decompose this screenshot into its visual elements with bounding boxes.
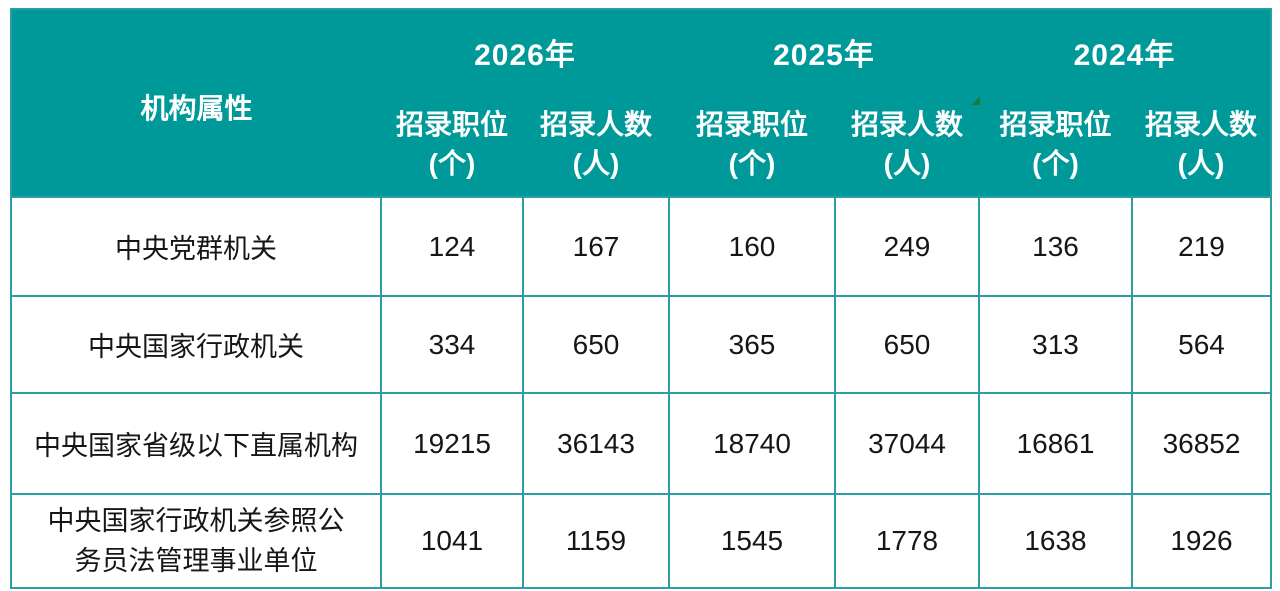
table-cell: 167 <box>522 196 670 297</box>
subheader-2026-positions: 招录职位 (个) <box>381 93 523 197</box>
table-cell: 36143 <box>522 392 670 495</box>
subheader-2026-headcount: 招录人数 (人) <box>523 93 669 197</box>
table-cell: 334 <box>380 295 524 394</box>
subheader-unit: (个) <box>428 147 476 179</box>
subheader-unit: (个) <box>1032 147 1079 179</box>
table-row: 中央国家行政机关参照公务员法管理事业单位 1041 1159 1545 1778… <box>10 493 1272 589</box>
subheader-2025-headcount: 招录人数 (人) <box>835 93 979 197</box>
row-label: 中央国家行政机关 <box>10 295 382 394</box>
stray-green-mark <box>971 97 980 105</box>
subheader-unit: (个) <box>728 147 776 179</box>
row-label: 中央国家行政机关参照公务员法管理事业单位 <box>10 493 382 589</box>
year-header-2025: 2025年 <box>669 9 979 93</box>
table-cell: 37044 <box>834 392 980 495</box>
table-cell: 160 <box>668 196 836 297</box>
subheader-label: 招录人数 <box>850 108 963 140</box>
row-label: 中央国家省级以下直属机构 <box>10 392 382 495</box>
table-cell: 1159 <box>522 493 670 589</box>
subheader-label: 招录职位 <box>695 108 808 140</box>
table-cell: 650 <box>834 295 980 394</box>
table-cell: 1926 <box>1131 493 1272 589</box>
subheader-unit: (人) <box>572 147 620 179</box>
table-cell: 650 <box>522 295 670 394</box>
table-cell: 564 <box>1131 295 1272 394</box>
year-header-2026: 2026年 <box>381 9 669 93</box>
table-cell: 365 <box>668 295 836 394</box>
table-cell: 36852 <box>1131 392 1272 495</box>
subheader-label: 招录职位 <box>999 108 1112 140</box>
table-cell: 1041 <box>380 493 524 589</box>
subheader-label: 招录人数 <box>539 108 652 140</box>
table-cell: 19215 <box>380 392 524 495</box>
subheader-unit: (人) <box>1177 147 1225 179</box>
year-header-2024: 2024年 <box>979 9 1271 93</box>
table-cell: 1778 <box>834 493 980 589</box>
table-row: 中央党群机关 124 167 160 249 136 219 <box>10 196 1272 297</box>
subheader-label: 招录人数 <box>1144 108 1257 140</box>
subheader-label: 招录职位 <box>395 108 508 140</box>
table-cell: 1638 <box>978 493 1133 589</box>
subheader-unit: (人) <box>883 147 931 179</box>
subheader-2025-positions: 招录职位 (个) <box>669 93 835 197</box>
table-cell: 249 <box>834 196 980 297</box>
table-row: 中央国家省级以下直属机构 19215 36143 18740 37044 168… <box>10 392 1272 495</box>
table-row: 中央国家行政机关 334 650 365 650 313 564 <box>10 295 1272 394</box>
subheader-2024-headcount: 招录人数 (人) <box>1132 93 1271 197</box>
table-cell: 313 <box>978 295 1133 394</box>
table-cell: 124 <box>380 196 524 297</box>
table-cell: 136 <box>978 196 1133 297</box>
table-cell: 1545 <box>668 493 836 589</box>
table-cell: 16861 <box>978 392 1133 495</box>
table-cell: 219 <box>1131 196 1272 297</box>
recruitment-table: 机构属性 2026年 2025年 2024年 招录职位 (个) 招录人数 (人)… <box>10 8 1272 589</box>
column-header-institution: 机构属性 <box>11 9 381 197</box>
subheader-2024-positions: 招录职位 (个) <box>979 93 1132 197</box>
table-cell: 18740 <box>668 392 836 495</box>
row-label-text: 中央国家行政机关参照公务员法管理事业单位 <box>47 505 345 577</box>
row-label: 中央党群机关 <box>10 196 382 297</box>
